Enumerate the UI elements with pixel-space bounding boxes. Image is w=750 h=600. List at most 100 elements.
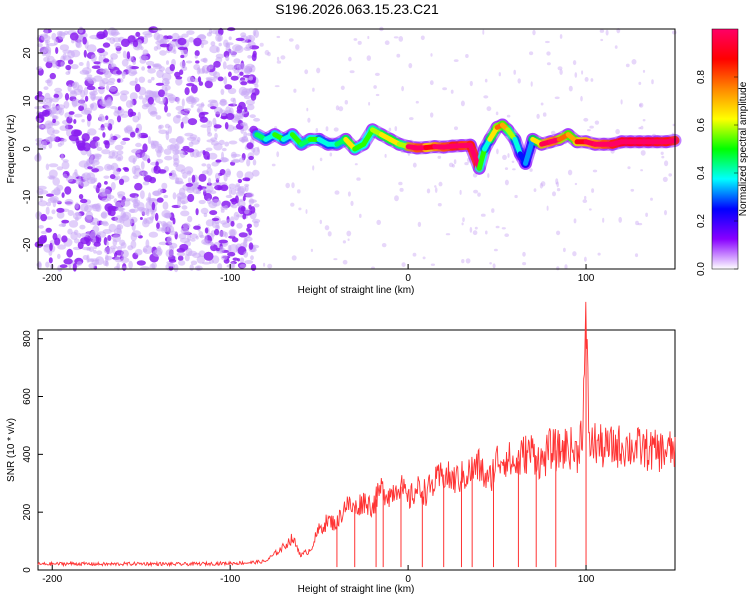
spectrogram-noise-speck <box>276 56 280 61</box>
spectrogram-noise-blob <box>150 143 156 150</box>
spectrogram-noise-blob <box>208 99 218 104</box>
spectrogram-noise-blob <box>46 55 55 64</box>
spectrogram-noise-blob <box>248 75 253 81</box>
spectrogram-noise-blob <box>249 114 256 119</box>
spectrogram-noise-blob <box>179 61 187 68</box>
spectrogram-noise-blob <box>126 51 131 60</box>
spectrogram-noise-blob <box>97 48 105 54</box>
spectrogram-noise-speck <box>485 230 488 235</box>
spectrogram-noise-blob <box>119 215 125 224</box>
spectrogram-noise-speck <box>434 185 437 188</box>
spectrogram-noise-blob <box>177 198 182 208</box>
spectrogram-noise-blob <box>230 50 237 58</box>
spectrogram-noise-speck <box>324 225 330 231</box>
spectrogram-noise-blob <box>218 27 224 36</box>
spectrogram-noise-blob <box>62 173 68 179</box>
spectrogram-noise-blob <box>122 50 127 59</box>
spectrogram-noise-blob <box>124 110 128 114</box>
spectrogram-noise-blob <box>86 74 93 78</box>
spectrogram-noise-blob <box>116 50 121 54</box>
spectrogram-noise-blob <box>78 26 84 34</box>
spectrogram-noise-blob <box>79 203 89 212</box>
spectrogram-noise-blob <box>125 198 130 202</box>
spectrogram-noise-speck <box>572 251 577 257</box>
spectrogram-noise-blob <box>230 188 237 196</box>
spectrogram-noise-blob <box>134 165 141 171</box>
spectrogram-noise-blob <box>207 198 212 205</box>
spectrogram-noise-blob <box>106 84 110 91</box>
snr-series-line <box>37 301 676 568</box>
spectrogram-noise-speck <box>472 173 478 178</box>
spectrogram-noise-speck <box>581 70 584 75</box>
spectrogram-noise-speck <box>374 72 380 76</box>
spectrogram-noise-blob <box>220 98 227 107</box>
spectrogram-noise-blob <box>141 66 146 71</box>
spectrogram-noise-blob <box>100 211 108 219</box>
snr-y-tick-label: 800 <box>22 330 33 347</box>
spectrogram-noise-blob <box>79 180 90 187</box>
spectrogram-noise-speck <box>461 259 465 264</box>
spectrogram-noise-blob <box>188 37 195 43</box>
spectrogram-noise-blob <box>108 155 114 159</box>
spectrogram-noise-blob <box>161 72 172 82</box>
spectrogram-noise-speck <box>327 231 332 237</box>
spectrogram-noise-speck <box>489 262 492 265</box>
spectrogram-noise-blob <box>248 155 254 161</box>
spectrogram-noise-blob <box>254 83 259 88</box>
spectrogram-noise-blob <box>226 64 235 70</box>
snr-dips <box>336 330 587 568</box>
spectrogram-noise-speck <box>592 169 598 173</box>
spectrogram-noise-blob <box>87 128 97 136</box>
spectrogram-noise-blob <box>206 163 212 169</box>
spectrogram-noise-blob <box>129 216 138 224</box>
spectrogram-noise-blob <box>110 57 114 66</box>
spectrogram-noise-blob <box>35 66 43 71</box>
spectrogram-noise-blob <box>239 71 244 76</box>
spectrogram-noise-blob <box>228 140 238 145</box>
spectrogram-noise-speck <box>651 79 654 85</box>
spectrogram-noise-blob <box>101 149 111 155</box>
spectrogram-noise-speck <box>267 263 273 269</box>
spectrogram-noise-blob <box>34 106 44 110</box>
spectrogram-noise-blob <box>84 95 89 102</box>
spectrogram-noise-speck <box>568 85 573 92</box>
spectrogram-noise-blob <box>209 45 219 54</box>
spectrogram-noise-blob <box>45 227 52 233</box>
spectrogram-noise-speck <box>546 205 549 211</box>
spectrogram-noise-blob <box>141 170 148 176</box>
spectrogram-noise-speck <box>384 40 390 45</box>
spectrogram-noise-blob <box>96 147 103 151</box>
spectrogram-noise-blob <box>135 153 141 159</box>
spectrogram-noise-speck <box>442 87 447 91</box>
spectrogram-noise-blob <box>49 109 53 116</box>
spectrogram-noise-speck <box>450 89 454 94</box>
spectrogram-noise-blob <box>93 177 98 183</box>
figure-title: S196.2026.063.15.23.C21 <box>275 1 439 17</box>
spectrogram-noise-blob <box>91 203 101 210</box>
spectrogram-noise-blob <box>99 99 109 107</box>
spectrogram-noise-blob <box>155 115 162 120</box>
spectrogram-noise-blob <box>102 68 109 76</box>
spectrogram-noise-blob <box>98 54 103 64</box>
spectrogram-noise-blob <box>253 203 260 208</box>
spectrogram-noise-blob <box>99 79 106 89</box>
spectrogram-noise-speck <box>453 159 457 165</box>
spectrogram-noise-blob <box>116 150 124 156</box>
spectrogram-noise-speck <box>438 181 443 187</box>
spectrogram-noise-blob <box>243 239 248 248</box>
spectrogram-noise-speck <box>417 221 422 227</box>
spectrogram-noise-blob <box>39 46 48 54</box>
spectrogram-noise-blob <box>164 86 168 96</box>
spectrogram-noise-blob <box>150 111 158 115</box>
spectrogram-noise-speck <box>625 63 630 68</box>
spectrogram-noise-speck <box>584 195 587 200</box>
spectrogram-noise-blob <box>208 28 213 35</box>
spectrogram-noise-speck <box>600 38 604 42</box>
spectrogram-noise-blob <box>252 159 257 166</box>
spectrogram-noise-speck <box>662 176 668 182</box>
spectrogram-noise-blob <box>230 159 241 163</box>
spectrogram-noise-speck <box>522 262 527 266</box>
spectrogram-noise-blob <box>134 83 141 93</box>
spectrogram-noise-blob <box>53 187 61 196</box>
